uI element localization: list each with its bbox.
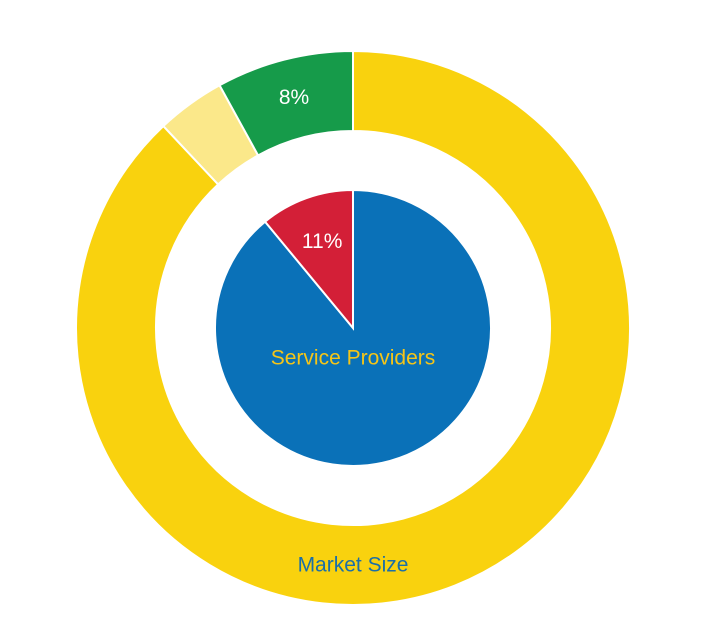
- donut-segment: [218, 49, 354, 157]
- series-label: Market Size: [298, 554, 409, 577]
- series-label: Service Providers: [271, 347, 436, 370]
- value-label: 11%: [302, 230, 342, 253]
- pie-slice: [263, 188, 354, 331]
- donut-segment: [75, 49, 631, 606]
- value-label: 8%: [279, 86, 309, 109]
